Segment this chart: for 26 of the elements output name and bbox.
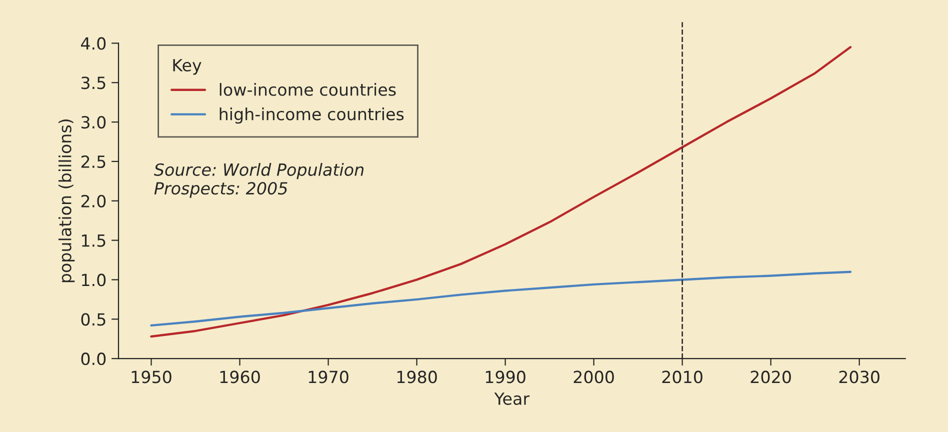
y-axis-title: population (billions) — [58, 120, 75, 282]
x-tick-label: 1960 — [220, 370, 260, 384]
y-tick-label: 0.0 — [81, 352, 106, 366]
y-tick-label: 2.5 — [81, 155, 106, 168]
y-tick-label: 3.0 — [81, 116, 106, 129]
y-tick-label: 1.5 — [82, 234, 106, 247]
x-tick-label: 2010 — [662, 370, 702, 384]
y-tick-label: 4.0 — [81, 37, 106, 50]
x-tick-label: 2020 — [750, 370, 791, 384]
y-tick-label: 3.5 — [81, 76, 106, 90]
legend-label: low-income countries — [220, 83, 396, 96]
x-tick-label: 1970 — [308, 370, 348, 384]
x-axis-title: Year — [494, 392, 530, 405]
legend-title: Key — [173, 59, 202, 75]
y-tick-label: 2.0 — [81, 194, 106, 208]
annotation: Source: World Population Prospects: 2005 — [154, 163, 364, 198]
y-tick-label: 0.5 — [81, 313, 106, 326]
x-tick-label: 1950 — [132, 370, 172, 384]
line-series — [150, 46, 852, 338]
x-tick-label: 1980 — [397, 370, 437, 384]
x-tick-label: 2030 — [839, 370, 880, 384]
y-tick-label: 1.0 — [82, 274, 106, 286]
x-tick-label: 1990 — [486, 370, 526, 384]
line-series — [150, 270, 852, 327]
x-tick-label: 2000 — [574, 370, 614, 384]
legend-label: high-income countries — [220, 107, 404, 124]
